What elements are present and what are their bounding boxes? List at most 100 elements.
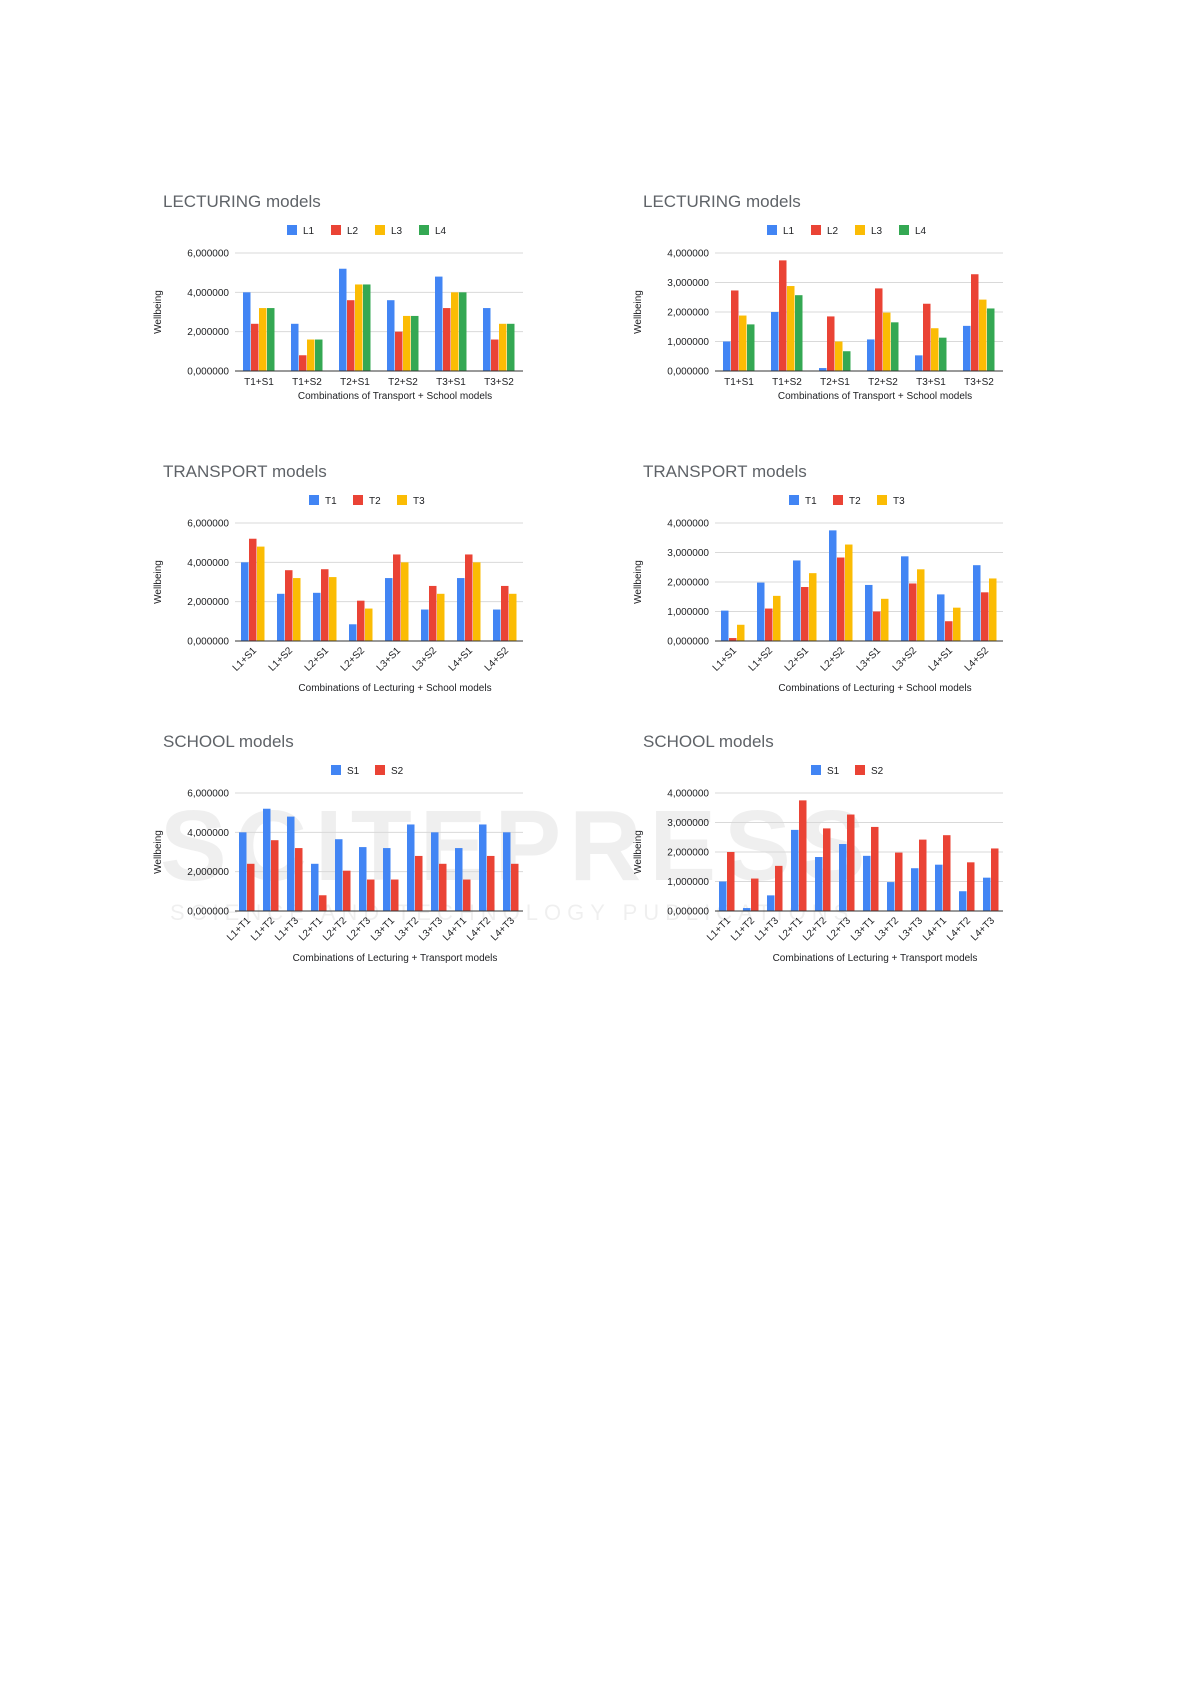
bar	[251, 323, 259, 371]
legend-label: S1	[347, 766, 360, 777]
bar	[751, 878, 759, 911]
legend-label: S1	[827, 766, 840, 777]
bar	[443, 308, 451, 371]
y-tick-label: 0,000000	[667, 367, 709, 378]
x-tick-label: T2+S1	[340, 377, 370, 388]
x-axis-label: Combinations of Lecturing + Transport mo…	[293, 953, 498, 964]
bar	[887, 882, 895, 911]
bar	[791, 829, 799, 911]
bar	[835, 341, 843, 371]
legend-item: S1	[331, 765, 360, 777]
bar	[321, 569, 329, 641]
x-tick-label: L2+S1	[783, 645, 812, 674]
bar	[383, 848, 391, 911]
x-tick-label: L3+T3	[897, 915, 925, 943]
bar	[883, 312, 891, 371]
bar	[465, 554, 473, 641]
legend-label: T1	[325, 496, 337, 507]
chart-title: LECTURING models	[163, 192, 321, 211]
bar	[919, 839, 927, 911]
bar	[493, 609, 501, 641]
bar	[743, 908, 751, 911]
bar	[891, 322, 899, 371]
bar	[739, 315, 747, 371]
legend-swatch	[287, 225, 297, 235]
bar	[401, 562, 409, 641]
bar	[291, 323, 299, 371]
bar	[429, 585, 437, 641]
bar	[963, 325, 971, 371]
legend-item: T3	[877, 495, 905, 507]
x-axis-label: Combinations of Lecturing + Transport mo…	[773, 953, 978, 964]
x-tick-label: T1+S1	[724, 377, 754, 388]
x-axis-label: Combinations of Lecturing + School model…	[778, 683, 971, 694]
bar	[793, 560, 801, 641]
y-tick-label: 1,000000	[667, 877, 709, 888]
bar	[241, 562, 249, 641]
legend-swatch	[419, 225, 429, 235]
legend-item: T2	[833, 495, 861, 507]
bar	[239, 832, 247, 911]
bar	[843, 351, 851, 371]
bar	[483, 308, 491, 371]
x-tick-label: L4+S1	[447, 645, 476, 674]
y-tick-label: 6,000000	[187, 249, 229, 260]
bar	[815, 857, 823, 911]
y-tick-label: 3,000000	[667, 278, 709, 289]
x-tick-label: L1+S2	[747, 645, 776, 674]
bar	[347, 300, 355, 371]
legend-swatch	[855, 225, 865, 235]
legend-label: T3	[413, 496, 425, 507]
bar	[767, 895, 775, 911]
bar	[873, 611, 881, 641]
bar	[939, 337, 947, 371]
x-tick-label: T3+S1	[916, 377, 946, 388]
bar	[721, 610, 729, 641]
bar	[247, 863, 255, 911]
legend-item: S2	[855, 765, 884, 777]
legend-swatch	[811, 225, 821, 235]
x-tick-label: L3+T1	[849, 915, 877, 943]
bar	[809, 573, 817, 641]
x-tick-label: L2+S1	[303, 645, 332, 674]
legend-swatch	[397, 495, 407, 505]
bar	[867, 339, 875, 371]
y-tick-label: 6,000000	[187, 789, 229, 800]
x-tick-label: L3+T1	[369, 915, 397, 943]
y-tick-label: 0,000000	[187, 637, 229, 648]
y-tick-label: 4,000000	[187, 288, 229, 299]
chart-title: LECTURING models	[643, 192, 801, 211]
y-tick-label: 4,000000	[187, 828, 229, 839]
y-tick-label: 2,000000	[667, 308, 709, 319]
bar	[935, 864, 943, 911]
y-axis-label: Wellbeing	[633, 290, 644, 334]
bar	[945, 621, 953, 641]
bar	[875, 288, 883, 371]
chart-svg: SCHOOL models S1 S2 0,000000 1,000000 2,00000…	[633, 732, 1003, 964]
legend-item: T1	[789, 495, 817, 507]
bar	[731, 290, 739, 371]
bar	[863, 855, 871, 911]
legend-swatch	[331, 225, 341, 235]
legend-label: L4	[915, 226, 927, 237]
x-tick-label: L1+T2	[729, 915, 757, 943]
bar	[911, 868, 919, 911]
y-tick-label: 0,000000	[187, 907, 229, 918]
bar	[823, 828, 831, 911]
bar	[339, 268, 347, 371]
x-tick-label: L3+T3	[417, 915, 445, 943]
chart-svg: LECTURING models L1 L2 L3 L4 0,000000 2,000000…	[153, 192, 523, 402]
bar	[295, 848, 303, 911]
bar	[901, 556, 909, 641]
x-tick-label: T1+S2	[772, 377, 802, 388]
bar	[287, 816, 295, 911]
legend-swatch	[767, 225, 777, 235]
bar	[343, 870, 351, 911]
bar	[329, 577, 337, 641]
x-tick-label: L3+S1	[375, 645, 404, 674]
x-tick-label: L3+S1	[855, 645, 884, 674]
legend-item: S2	[375, 765, 404, 777]
bar	[407, 824, 415, 911]
bar	[819, 368, 827, 371]
bar	[727, 852, 735, 911]
